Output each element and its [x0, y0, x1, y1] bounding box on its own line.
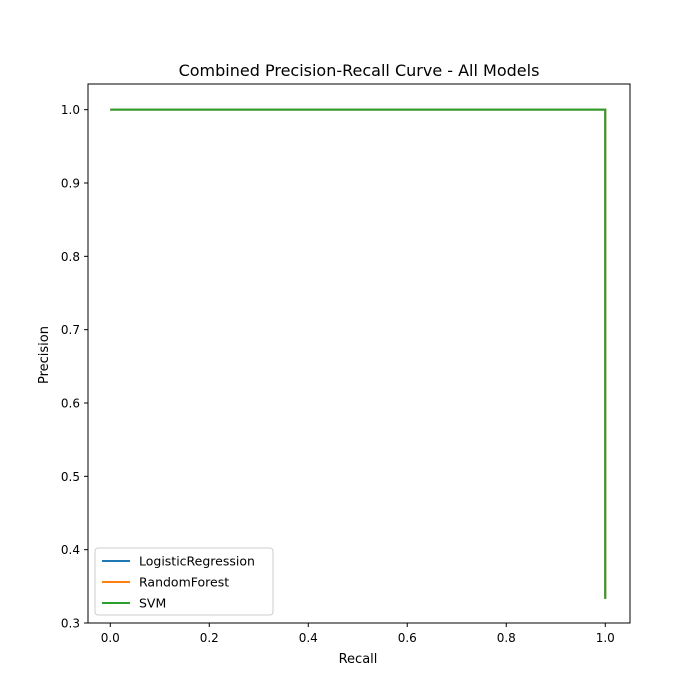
- x-tick-label: 1.0: [596, 631, 615, 645]
- x-tick-label: 0.6: [398, 631, 417, 645]
- y-axis-label: Precision: [37, 326, 52, 384]
- series-line-svm: [110, 108, 607, 599]
- chart-title: Combined Precision-Recall Curve - All Mo…: [179, 61, 540, 80]
- y-tick-label: 0.7: [61, 323, 80, 337]
- y-tick-label: 0.8: [61, 250, 80, 264]
- x-tick-label: 0.8: [497, 631, 516, 645]
- y-tick-label: 0.3: [61, 617, 80, 631]
- legend-label-logisticregression: LogisticRegression: [139, 554, 255, 569]
- y-axis-ticks: 0.3 0.4 0.5 0.6 0.7 0.8 0.9 1.0: [61, 103, 88, 631]
- legend: LogisticRegression RandomForest SVM: [94, 547, 274, 616]
- plot-frame: [87, 83, 631, 624]
- series-layer: [110, 108, 607, 599]
- y-tick-label: 0.5: [61, 470, 80, 484]
- x-tick-label: 0.2: [200, 631, 219, 645]
- legend-label-randomforest: RandomForest: [139, 575, 229, 590]
- y-tick-label: 0.4: [61, 543, 80, 557]
- y-tick-label: 1.0: [61, 103, 80, 117]
- legend-box: [94, 547, 274, 616]
- legend-label-svm: SVM: [139, 596, 166, 611]
- x-axis-ticks: 0.0 0.2 0.4 0.6 0.8 1.0: [101, 623, 615, 645]
- x-tick-label: 0.0: [101, 631, 120, 645]
- y-tick-label: 0.9: [61, 177, 80, 191]
- x-tick-label: 0.4: [299, 631, 318, 645]
- y-tick-label: 0.6: [61, 397, 80, 411]
- x-axis-label: Recall: [339, 652, 378, 667]
